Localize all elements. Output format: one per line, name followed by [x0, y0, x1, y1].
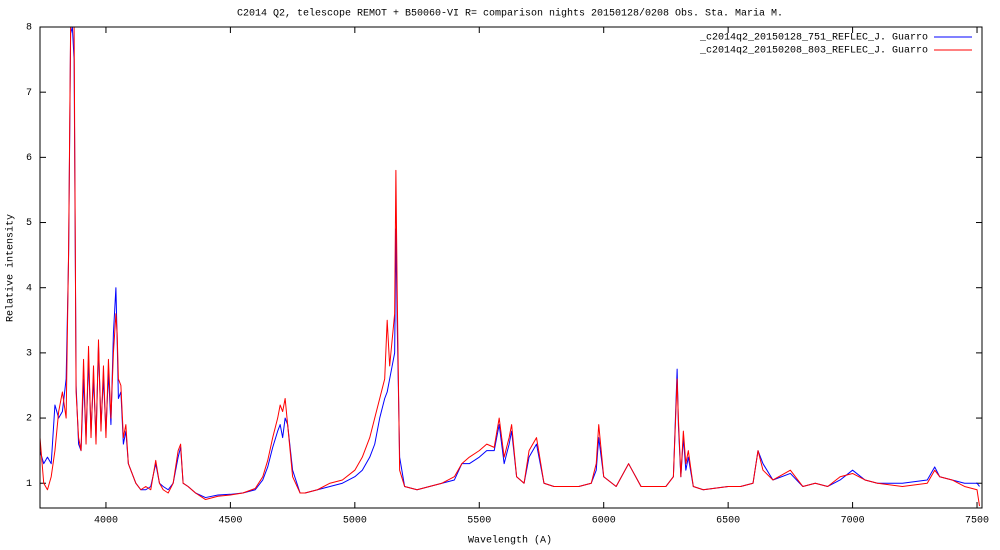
plot-area — [40, 27, 981, 507]
x-tick-label: 7500 — [965, 516, 989, 527]
y-tick-label: 6 — [26, 153, 32, 164]
y-tick-label: 1 — [26, 479, 32, 490]
chart-title: C2014 Q2, telescope REMOT + B50060-VI R=… — [237, 8, 783, 20]
legend-label: _c2014q2_20150128_751_REFLEC_J. Guarro — [699, 33, 928, 44]
y-tick-label: 4 — [26, 283, 32, 294]
x-tick-label: 4000 — [94, 516, 118, 527]
y-tick-label: 5 — [26, 218, 32, 229]
x-tick-label: 7000 — [841, 516, 865, 527]
series-line — [40, 27, 981, 507]
x-tick-label: 5500 — [467, 516, 491, 527]
x-tick-label: 4500 — [218, 516, 242, 527]
x-tick-label: 6500 — [716, 516, 740, 527]
y-tick-label: 2 — [26, 414, 32, 425]
legend-label: _c2014q2_20150208_803_REFLEC_J. Guarro — [699, 46, 928, 57]
y-axis-label: Relative intensity — [5, 214, 17, 322]
plot-border — [39, 26, 983, 509]
x-tick-label: 6000 — [592, 516, 616, 527]
y-tick-label: 8 — [26, 23, 32, 34]
y-tick-label: 3 — [26, 349, 32, 360]
x-axis-label: Wavelength (A) — [468, 535, 552, 547]
y-tick-label: 7 — [26, 88, 32, 99]
x-tick-label: 5000 — [343, 516, 367, 527]
